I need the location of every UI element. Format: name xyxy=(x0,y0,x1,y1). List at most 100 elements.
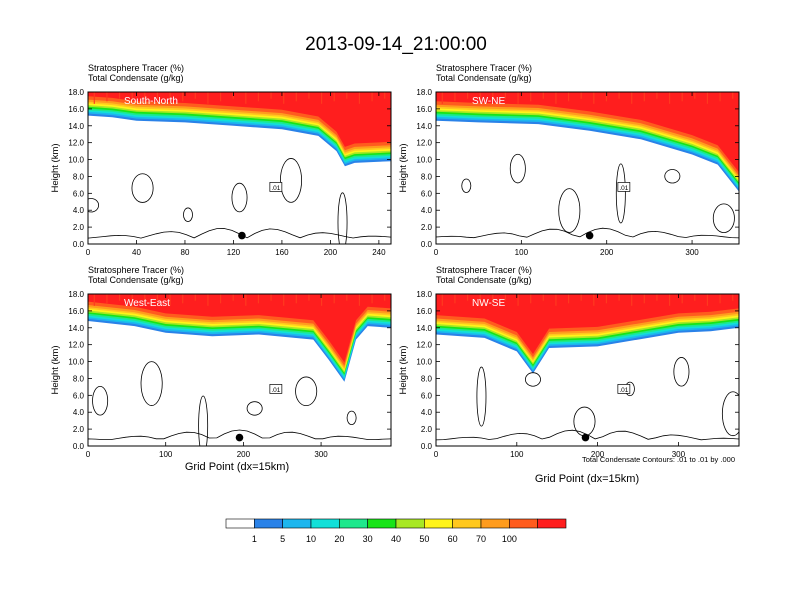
terrain-line xyxy=(88,228,391,242)
condensate-contour xyxy=(183,207,193,222)
colorbar-label: 40 xyxy=(391,534,401,544)
y-tick-label: 18.0 xyxy=(68,290,84,299)
y-tick-label: 14.0 xyxy=(68,324,84,333)
location-marker xyxy=(238,231,246,240)
y-tick-label: 4.0 xyxy=(421,408,433,417)
condensate-contour xyxy=(280,158,303,203)
condensate-contour xyxy=(712,203,735,233)
location-marker xyxy=(585,231,594,240)
tracer-band-11 xyxy=(88,294,391,363)
x-tick-label: 120 xyxy=(227,248,241,257)
contour-label: .01 xyxy=(619,387,628,394)
condensate-contour xyxy=(721,391,739,437)
colorbar-swatch xyxy=(254,518,283,529)
colorbar-swatch xyxy=(424,518,453,529)
y-tick-label: 18.0 xyxy=(416,88,432,97)
y-tick-label: 12.0 xyxy=(416,139,432,148)
y-tick-label: 14.0 xyxy=(416,324,432,333)
y-tick-label: 4.0 xyxy=(421,206,433,215)
condensate-contour xyxy=(337,192,348,244)
plot-area: .01 xyxy=(436,92,739,244)
y-tick-label: 18.0 xyxy=(416,290,432,299)
colorbar: 1 5 10 20 30 40 50 60 70 100 xyxy=(225,518,567,544)
field-label-tracer: Stratosphere Tracer (%) xyxy=(88,265,184,275)
panel-1: Stratosphere Tracer (%)Total Condensate … xyxy=(50,63,392,257)
plot-area: .01 xyxy=(88,92,391,244)
y-tick-label: 12.0 xyxy=(416,341,432,350)
colorbar-label: 20 xyxy=(334,534,344,544)
colorbar-swatch xyxy=(367,518,397,529)
y-tick-label: 16.0 xyxy=(68,307,84,316)
location-marker xyxy=(581,433,590,442)
y-tick-label: 14.0 xyxy=(68,122,84,131)
condensate-contour xyxy=(664,169,681,184)
y-tick-label: 6.0 xyxy=(73,391,85,400)
y-tick-label: 10.0 xyxy=(68,156,84,165)
colorbar-swatch xyxy=(225,518,255,529)
y-tick-label: 10.0 xyxy=(68,358,84,367)
tracer-band-11 xyxy=(88,92,391,147)
y-tick-label: 12.0 xyxy=(68,139,84,148)
x-tick-label: 100 xyxy=(510,450,524,459)
y-tick-label: 10.0 xyxy=(416,156,432,165)
condensate-contour xyxy=(140,361,163,406)
y-tick-label: 2.0 xyxy=(421,223,433,232)
x-tick-label: 200 xyxy=(237,450,251,459)
panel-label: SW-NE xyxy=(472,96,505,107)
x-tick-label: 100 xyxy=(515,248,529,257)
colorbar-label: 60 xyxy=(448,534,458,544)
condensate-contour xyxy=(461,178,472,193)
condensate-contour xyxy=(558,188,581,233)
colorbar-label: 70 xyxy=(476,534,486,544)
y-tick-label: 16.0 xyxy=(416,307,432,316)
contour-label-box xyxy=(617,384,631,394)
x-tick-label: 0 xyxy=(434,450,439,459)
condensate-contour xyxy=(88,198,100,213)
condensate-contour xyxy=(231,182,248,213)
colorbar-swatch xyxy=(310,518,340,529)
condensate-contour xyxy=(346,410,357,426)
y-axis-label: Height (km) xyxy=(398,143,409,192)
colorbar-swatch xyxy=(395,518,425,529)
contour-label: .01 xyxy=(619,185,628,192)
condensate-contour xyxy=(524,372,541,387)
x-tick-label: 80 xyxy=(181,248,190,257)
x-tick-label: 300 xyxy=(314,450,328,459)
colorbar-swatch xyxy=(509,518,538,529)
field-label-condensate: Total Condensate (g/kg) xyxy=(88,73,184,83)
plot-frame xyxy=(87,293,392,447)
panel-label: West-East xyxy=(124,298,170,309)
contour-label-box xyxy=(269,182,283,192)
contour-label: .01 xyxy=(271,387,280,394)
y-tick-label: 0.0 xyxy=(421,442,433,451)
x-tick-label: 300 xyxy=(685,248,699,257)
y-tick-label: 8.0 xyxy=(73,172,85,181)
y-tick-label: 8.0 xyxy=(73,374,85,383)
y-tick-label: 6.0 xyxy=(421,391,433,400)
y-tick-label: 10.0 xyxy=(416,358,432,367)
y-tick-label: 16.0 xyxy=(68,105,84,114)
tracer-band-11 xyxy=(436,294,739,354)
panels: Stratosphere Tracer (%) Total Condensate … xyxy=(50,63,740,459)
condensate-contour xyxy=(509,153,526,184)
colorbar-swatch xyxy=(282,518,312,529)
terrain-line xyxy=(436,429,739,444)
y-tick-label: 0.0 xyxy=(73,442,85,451)
x-tick-label: 200 xyxy=(591,450,605,459)
contour-label: .01 xyxy=(271,185,280,192)
colorbar-swatch xyxy=(339,518,368,529)
panel-2: Stratosphere Tracer (%)Total Condensate … xyxy=(398,63,740,257)
condensate-contour xyxy=(615,163,626,224)
x-tick-label: 300 xyxy=(672,450,686,459)
y-tick-label: 6.0 xyxy=(421,189,433,198)
condensate-contour xyxy=(476,366,487,427)
contour-label-box xyxy=(617,182,631,192)
colorbar-swatch xyxy=(452,518,482,529)
x-tick-label: 200 xyxy=(600,248,614,257)
field-label-condensate: Total Condensate (g/kg) xyxy=(436,275,532,285)
contour-note: Total Condensate Contours: .01 to .01 by… xyxy=(582,455,735,464)
panel-3: Stratosphere Tracer (%)Total Condensate … xyxy=(50,265,392,459)
x-tick-label: 0 xyxy=(86,450,91,459)
y-tick-label: 4.0 xyxy=(73,206,85,215)
